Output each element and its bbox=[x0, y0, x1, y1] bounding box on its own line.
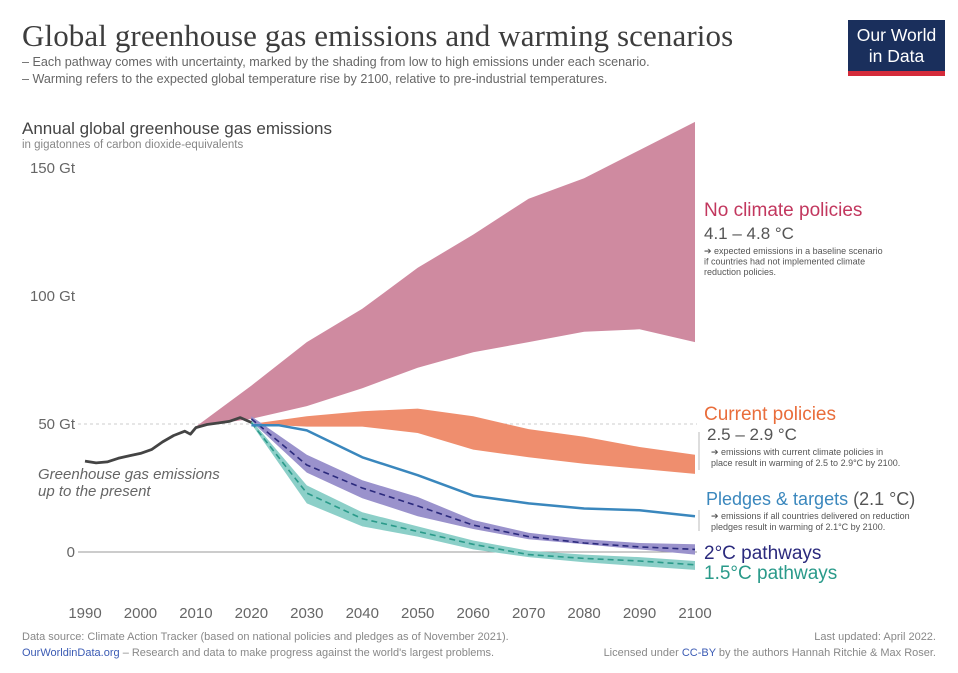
plot-subtitle: in gigatonnes of carbon dioxide-equivale… bbox=[22, 139, 243, 151]
median-1-5c-line bbox=[250, 422, 696, 566]
owid-logo[interactable]: Our World in Data bbox=[848, 20, 945, 76]
license-line: Licensed under CC-BY by the authors Hann… bbox=[604, 645, 936, 661]
median-2c-line bbox=[250, 418, 696, 551]
desc-current-policies: place result in warming of 2.5 to 2.9°C … bbox=[711, 458, 900, 468]
x-tick-label: 2030 bbox=[290, 605, 323, 622]
y-tick-label: 150 Gt bbox=[30, 160, 76, 177]
site-tagline: – Research and data to make progress aga… bbox=[122, 647, 495, 659]
desc-no-climate-policies: ➔ expected emissions in a baseline scena… bbox=[704, 246, 883, 256]
band-current-policies bbox=[251, 408, 695, 474]
data-source: Data source: Climate Action Tracker (bas… bbox=[22, 631, 509, 643]
y-tick-label: 50 Gt bbox=[38, 416, 76, 433]
x-tick-label: 2070 bbox=[512, 605, 545, 622]
label-1-5c-pathways: 1.5°C pathways bbox=[704, 563, 837, 584]
logo-accent-bar bbox=[848, 71, 945, 76]
line-historical-emissions bbox=[84, 416, 252, 465]
warming-current-policies: 2.5 – 2.9 °C bbox=[707, 425, 797, 444]
emissions-chart: Annual global greenhouse gas emissionsin… bbox=[22, 119, 915, 622]
license-link[interactable]: CC-BY bbox=[681, 647, 716, 659]
historical-annotation-2: up to the present bbox=[38, 483, 151, 500]
site-link[interactable]: OurWorldinData.org bbox=[22, 647, 120, 659]
y-tick-label: 100 Gt bbox=[30, 288, 76, 305]
logo-line-1: Our World bbox=[856, 25, 937, 45]
x-tick-label: 2090 bbox=[623, 605, 656, 622]
chart-title: Global greenhouse gas emissions and warm… bbox=[22, 18, 734, 53]
label-current-policies: Current policies bbox=[704, 404, 836, 425]
desc-no-climate-policies: reduction policies. bbox=[704, 267, 776, 277]
footer-site-line: OurWorldinData.org – Research and data t… bbox=[22, 645, 509, 661]
x-tick-label: 2020 bbox=[235, 605, 268, 622]
pledges-warming: (2.1 °C) bbox=[848, 489, 915, 509]
historical-annotation-1: Greenhouse gas emissions bbox=[38, 466, 220, 483]
chart-subtitle-1: – Each pathway comes with uncertainty, m… bbox=[22, 55, 650, 69]
warming-no-climate-policies: 4.1 – 4.8 °C bbox=[704, 224, 794, 243]
desc-current-policies: ➔ emissions with current climate policie… bbox=[711, 447, 883, 457]
line-pledges-targets bbox=[251, 424, 696, 518]
label-pledges-targets: Pledges & targets (2.1 °C) bbox=[706, 489, 915, 509]
x-tick-label: 2040 bbox=[346, 605, 379, 622]
license-prefix: Licensed under bbox=[603, 647, 682, 659]
pledges-name: Pledges & targets bbox=[706, 489, 848, 509]
x-tick-label: 2050 bbox=[401, 605, 434, 622]
chart-subtitle-2: – Warming refers to the expected global … bbox=[22, 72, 608, 86]
label-2c-pathways: 2°C pathways bbox=[704, 543, 821, 564]
footer-right: Last updated: April 2022. Licensed under… bbox=[604, 629, 936, 661]
desc-pledges-targets: ➔ emissions if all countries delivered o… bbox=[711, 511, 910, 521]
band-2c-pathways bbox=[251, 416, 695, 555]
last-updated: Last updated: April 2022. bbox=[814, 631, 936, 643]
license-suffix: by the authors Hannah Ritchie & Max Rose… bbox=[715, 647, 936, 659]
x-tick-label: 2080 bbox=[567, 605, 600, 622]
x-tick-label: 2100 bbox=[678, 605, 711, 622]
x-tick-label: 2060 bbox=[456, 605, 489, 622]
x-tick-label: 2000 bbox=[124, 605, 157, 622]
band-no-climate-policies bbox=[195, 121, 695, 427]
desc-pledges-targets: pledges result in warming of 2.1°C by 21… bbox=[711, 522, 885, 532]
x-tick-label: 1990 bbox=[68, 605, 101, 622]
logo-line-2: in Data bbox=[868, 46, 925, 66]
x-tick-label: 2010 bbox=[179, 605, 212, 622]
footer-left: Data source: Climate Action Tracker (bas… bbox=[22, 629, 509, 661]
plot-title: Annual global greenhouse gas emissions bbox=[22, 119, 332, 138]
desc-no-climate-policies: if countries had not implemented climate bbox=[704, 257, 865, 267]
label-no-climate-policies: No climate policies bbox=[704, 200, 862, 221]
y-tick-label: 0 bbox=[67, 544, 75, 561]
